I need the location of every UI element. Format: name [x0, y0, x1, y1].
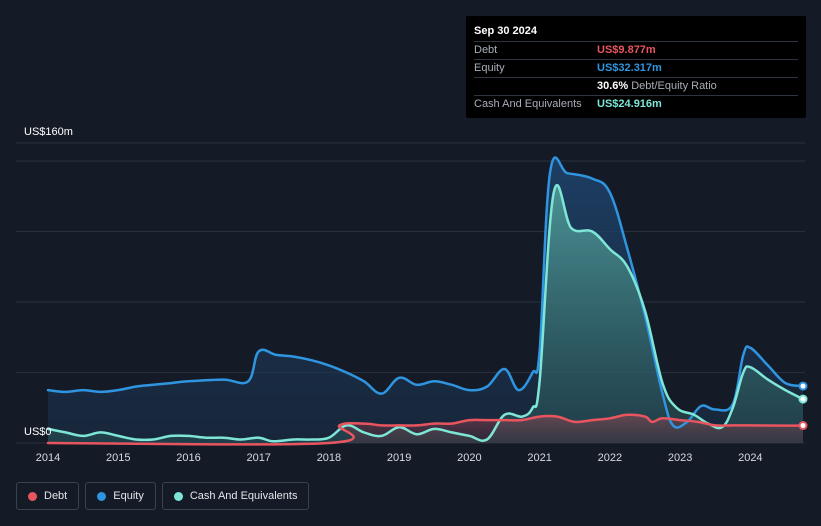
end-marker-debt: [798, 421, 808, 431]
tooltip-row-ratio: 30.6% Debt/Equity Ratio: [474, 77, 798, 95]
end-marker-equity: [798, 381, 808, 391]
x-tick-2016: 2016: [176, 452, 200, 464]
tooltip-row-equity: Equity US$32.317m: [474, 59, 798, 77]
legend-item-debt[interactable]: Debt: [16, 482, 80, 510]
legend-dot-debt: [28, 491, 37, 501]
legend-label-debt: Debt: [44, 490, 68, 502]
tooltip-cash-label: Cash And Equivalents: [474, 98, 582, 110]
tooltip-panel: Sep 30 2024 Debt US$9.877m Equity US$32.…: [466, 16, 806, 118]
legend-item-equity[interactable]: Equity: [85, 482, 156, 510]
legend-dot-equity: [97, 491, 107, 501]
end-marker-cash-and-equivalents: [798, 394, 808, 404]
legend-label-cash: Cash And Equivalents: [189, 490, 298, 502]
tooltip-equity-label: Equity: [474, 62, 505, 74]
tooltip-ratio-label: [474, 78, 597, 95]
tooltip-ratio-caption: Debt/Equity Ratio: [631, 80, 717, 92]
tooltip-row-debt: Debt US$9.877m: [474, 41, 798, 59]
tooltip-debt-label: Debt: [474, 44, 498, 56]
x-tick-2017: 2017: [246, 452, 270, 464]
x-tick-2015: 2015: [106, 452, 130, 464]
chart-legend: Debt Equity Cash And Equivalents: [16, 482, 310, 510]
tooltip-debt-value: US$9.877m: [597, 44, 656, 56]
x-tick-2019: 2019: [387, 452, 411, 464]
line-debt: [46, 413, 805, 446]
y-axis-top-label: US$160m: [24, 126, 73, 138]
x-tick-2021: 2021: [527, 452, 551, 464]
line-cash-and-equivalents: [46, 183, 805, 443]
y-axis-zero-label: US$0: [24, 426, 52, 438]
x-tick-2023: 2023: [668, 452, 692, 464]
tooltip-row-cash: Cash And Equivalents US$24.916m: [474, 95, 798, 113]
legend-dot-cash: [173, 491, 183, 501]
x-tick-2020: 2020: [457, 452, 481, 464]
x-tick-2014: 2014: [36, 452, 60, 464]
legend-item-cash[interactable]: Cash And Equivalents: [161, 482, 310, 510]
x-tick-2024: 2024: [738, 452, 762, 464]
area-debt: [48, 414, 803, 445]
tooltip-equity-value: US$32.317m: [597, 62, 662, 74]
x-tick-2022: 2022: [598, 452, 622, 464]
tooltip-ratio-value: 30.6%: [597, 80, 629, 92]
legend-label-equity: Equity: [113, 490, 144, 502]
tooltip-date: Sep 30 2024: [474, 25, 537, 37]
tooltip-cash-value: US$24.916m: [597, 98, 662, 110]
area-cash-and-equivalents: [48, 185, 803, 443]
x-tick-2018: 2018: [317, 452, 341, 464]
line-equity: [46, 156, 805, 429]
